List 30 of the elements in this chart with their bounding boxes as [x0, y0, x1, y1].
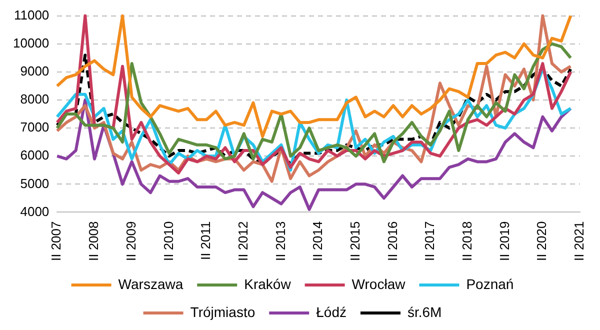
legend-label: Łódź — [316, 304, 346, 320]
x-tick-label: II 2018 — [460, 221, 475, 262]
x-tick-label: II 2010 — [160, 221, 176, 262]
x-tick-label: II 2016 — [384, 221, 400, 262]
legend-label: Warszawa — [118, 276, 184, 292]
x-tick-label: II 2021 — [572, 221, 587, 262]
y-tick-label: 8000 — [20, 92, 50, 107]
x-tick-label: II 2011 — [198, 221, 214, 260]
legend-label: Trójmiasto — [190, 304, 256, 320]
x-tick-label: II 2008 — [86, 221, 102, 262]
x-tick-label: II 2014 — [310, 221, 326, 262]
x-tick-label: II 2020 — [534, 221, 550, 262]
x-tick-label: II 2017 — [422, 221, 438, 262]
legend-label: Poznań — [466, 276, 514, 292]
legend-label: Kraków — [244, 276, 292, 292]
x-tick-label: II 2012 — [235, 221, 250, 262]
y-tick-label: 7000 — [20, 120, 50, 135]
x-tick-label: II 2007 — [48, 221, 64, 262]
y-tick-label: 6000 — [20, 148, 50, 163]
x-tick-label: II 2009 — [123, 221, 138, 262]
y-tick-label: 9000 — [20, 64, 50, 79]
y-tick-label: 4000 — [20, 204, 50, 219]
legend-label: Wrocław — [352, 276, 406, 292]
x-tick-label: II 2019 — [496, 221, 512, 262]
legend-label: śr.6M — [407, 304, 442, 320]
x-tick-label: II 2015 — [348, 221, 362, 262]
y-tick-label: 5000 — [20, 176, 50, 191]
x-tick-label: II 2013 — [272, 221, 288, 262]
y-tick-label: 10000 — [12, 35, 50, 50]
y-tick-label: 11000 — [14, 7, 50, 22]
